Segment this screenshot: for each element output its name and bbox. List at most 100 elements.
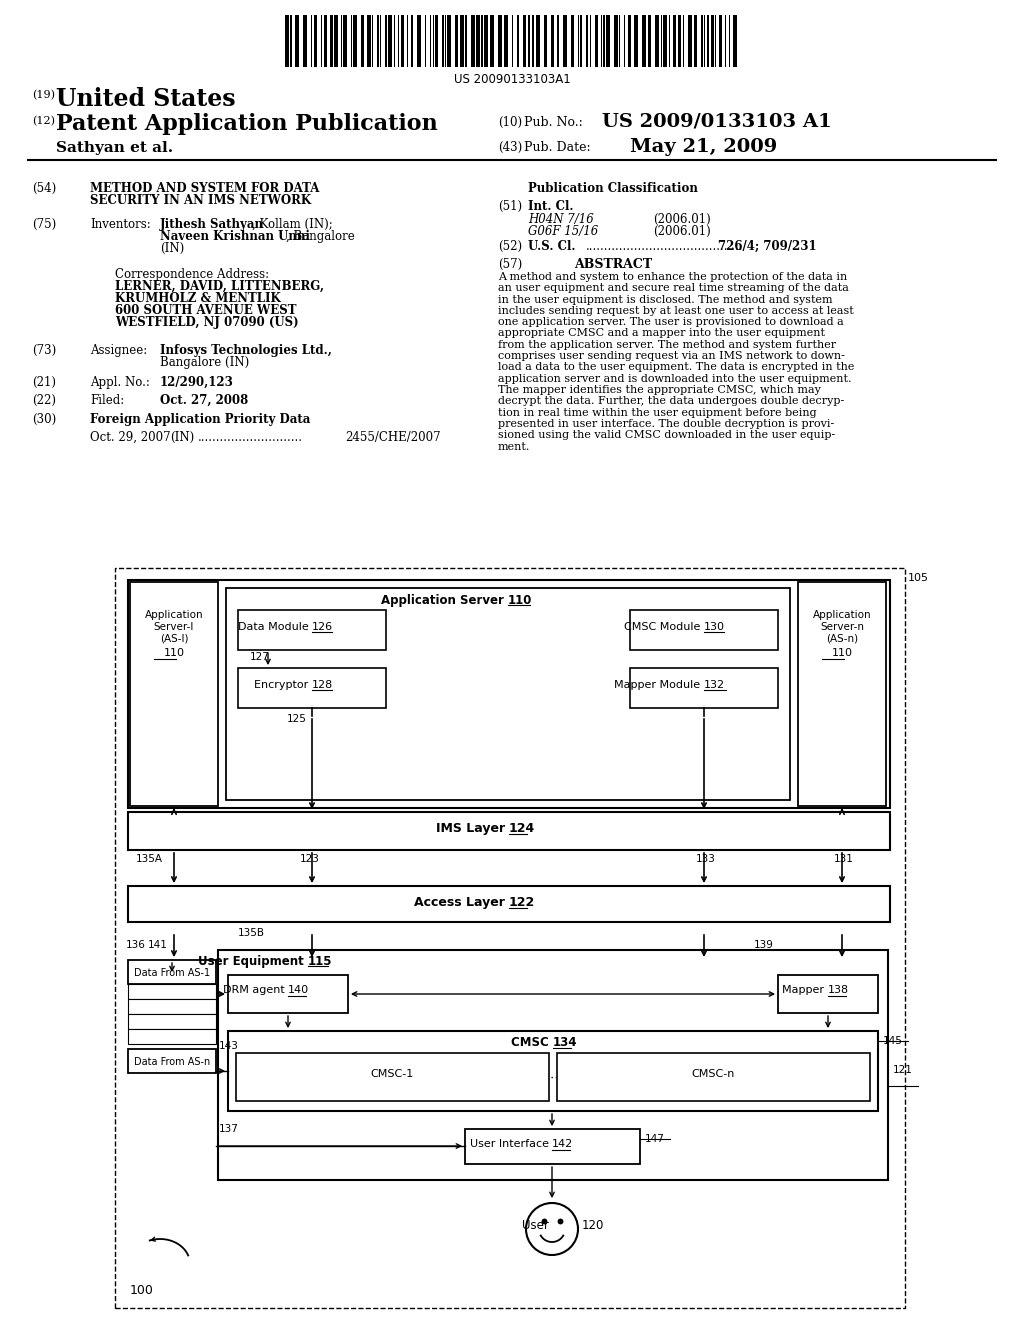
Text: User Interface: User Interface — [469, 1139, 552, 1148]
Bar — [634, 15, 638, 67]
Text: Access Layer: Access Layer — [414, 896, 509, 909]
Text: 115: 115 — [308, 954, 333, 968]
Text: 105: 105 — [908, 573, 929, 583]
Bar — [498, 15, 502, 67]
Bar — [523, 15, 526, 67]
Text: Pub. Date:: Pub. Date: — [524, 141, 591, 154]
Text: comprises user sending request via an IMS network to down-: comprises user sending request via an IM… — [498, 351, 845, 362]
Bar — [517, 15, 519, 67]
Text: (51): (51) — [498, 201, 522, 213]
Bar — [343, 15, 347, 67]
Text: presented in user interface. The double decryption is provi-: presented in user interface. The double … — [498, 418, 835, 429]
Text: H04N 7/16: H04N 7/16 — [528, 213, 594, 226]
Bar — [465, 1129, 640, 1164]
Bar — [330, 15, 333, 67]
Bar — [551, 15, 554, 67]
Text: appropriate CMSC and a mapper into the user equipment: appropriate CMSC and a mapper into the u… — [498, 329, 825, 338]
Bar — [128, 983, 216, 999]
Text: Sathyan et al.: Sathyan et al. — [56, 141, 173, 154]
Text: The mapper identifies the appropriate CMSC, which may: The mapper identifies the appropriate CM… — [498, 385, 821, 395]
Bar — [228, 975, 348, 1012]
Bar — [455, 15, 458, 67]
Text: 12/290,123: 12/290,123 — [160, 376, 233, 389]
Text: Int. Cl.: Int. Cl. — [528, 201, 573, 213]
Text: 132: 132 — [705, 680, 725, 690]
Bar — [606, 15, 610, 67]
Bar — [130, 582, 218, 807]
Text: Publication Classification: Publication Classification — [528, 182, 698, 195]
Bar — [128, 886, 890, 921]
Bar — [630, 668, 778, 708]
Text: 124: 124 — [509, 822, 536, 836]
Bar — [353, 15, 357, 67]
Text: CMSC-1: CMSC-1 — [371, 1069, 414, 1078]
Text: CMSC Module: CMSC Module — [624, 622, 705, 632]
Text: Pub. No.:: Pub. No.: — [524, 116, 583, 129]
Text: G06F 15/16: G06F 15/16 — [528, 224, 598, 238]
Text: an user equipment and secure real time streaming of the data: an user equipment and secure real time s… — [498, 284, 849, 293]
Bar — [694, 15, 697, 67]
Text: SECURITY IN AN IMS NETWORK: SECURITY IN AN IMS NETWORK — [90, 194, 311, 207]
Text: Correspondence Address:: Correspondence Address: — [115, 268, 269, 281]
Text: 128: 128 — [312, 680, 333, 690]
Text: 122: 122 — [509, 896, 536, 909]
Bar — [580, 15, 582, 67]
Text: (IN): (IN) — [160, 242, 184, 255]
Bar — [465, 15, 467, 67]
Bar — [532, 15, 534, 67]
Text: US 2009/0133103 A1: US 2009/0133103 A1 — [602, 114, 831, 131]
Bar — [417, 15, 421, 67]
Bar — [557, 1053, 870, 1101]
Bar — [563, 15, 567, 67]
Text: load a data to the user equipment. The data is encrypted in the: load a data to the user equipment. The d… — [498, 363, 854, 372]
Text: 135B: 135B — [238, 928, 265, 939]
Bar — [733, 15, 737, 67]
Bar — [128, 1014, 216, 1030]
Text: 600 SOUTH AVENUE WEST: 600 SOUTH AVENUE WEST — [115, 304, 297, 317]
Bar — [798, 582, 886, 807]
Text: (54): (54) — [32, 182, 56, 195]
Text: User: User — [522, 1218, 549, 1232]
Bar — [290, 15, 292, 67]
Text: 110: 110 — [831, 648, 853, 657]
Bar — [655, 15, 659, 67]
Text: Bangalore (IN): Bangalore (IN) — [160, 356, 249, 370]
Text: IMS Layer: IMS Layer — [435, 822, 509, 836]
Text: 123: 123 — [300, 854, 319, 865]
Bar — [707, 15, 709, 67]
Text: (75): (75) — [32, 218, 56, 231]
Text: 134: 134 — [553, 1036, 578, 1049]
Bar — [447, 15, 451, 67]
Text: Inventors:: Inventors: — [90, 218, 151, 231]
Text: , Kollam (IN);: , Kollam (IN); — [252, 218, 333, 231]
Text: WESTFIELD, NJ 07090 (US): WESTFIELD, NJ 07090 (US) — [115, 315, 299, 329]
Bar — [586, 15, 588, 67]
Text: in the user equipment is disclosed. The method and system: in the user equipment is disclosed. The … — [498, 294, 833, 305]
Bar — [128, 1030, 216, 1044]
Text: United States: United States — [56, 87, 236, 111]
Text: METHOD AND SYSTEM FOR DATA: METHOD AND SYSTEM FOR DATA — [90, 182, 319, 195]
Bar — [688, 15, 692, 67]
Text: Foreign Application Priority Data: Foreign Application Priority Data — [90, 413, 310, 426]
Text: Assignee:: Assignee: — [90, 345, 147, 356]
Text: 125: 125 — [287, 714, 307, 723]
Text: 139: 139 — [754, 940, 774, 950]
Text: Mapper: Mapper — [782, 985, 828, 995]
Bar — [536, 15, 540, 67]
Text: 136: 136 — [126, 940, 145, 950]
Bar — [719, 15, 722, 67]
Text: (2006.01): (2006.01) — [653, 224, 711, 238]
Bar — [711, 15, 714, 67]
Text: 145: 145 — [883, 1036, 903, 1045]
Text: tion in real time within the user equipment before being: tion in real time within the user equipm… — [498, 408, 816, 417]
Text: Naveen Krishnan Unni: Naveen Krishnan Unni — [160, 230, 310, 243]
Bar — [385, 15, 387, 67]
Text: 138: 138 — [828, 985, 849, 995]
Text: , Bangalore: , Bangalore — [286, 230, 354, 243]
Bar — [218, 950, 888, 1180]
Text: 130: 130 — [705, 622, 725, 632]
Text: includes sending request by at least one user to access at least: includes sending request by at least one… — [498, 306, 854, 315]
Text: 110: 110 — [508, 594, 532, 607]
Bar — [778, 975, 878, 1012]
Text: one application server. The user is provisioned to download a: one application server. The user is prov… — [498, 317, 844, 327]
